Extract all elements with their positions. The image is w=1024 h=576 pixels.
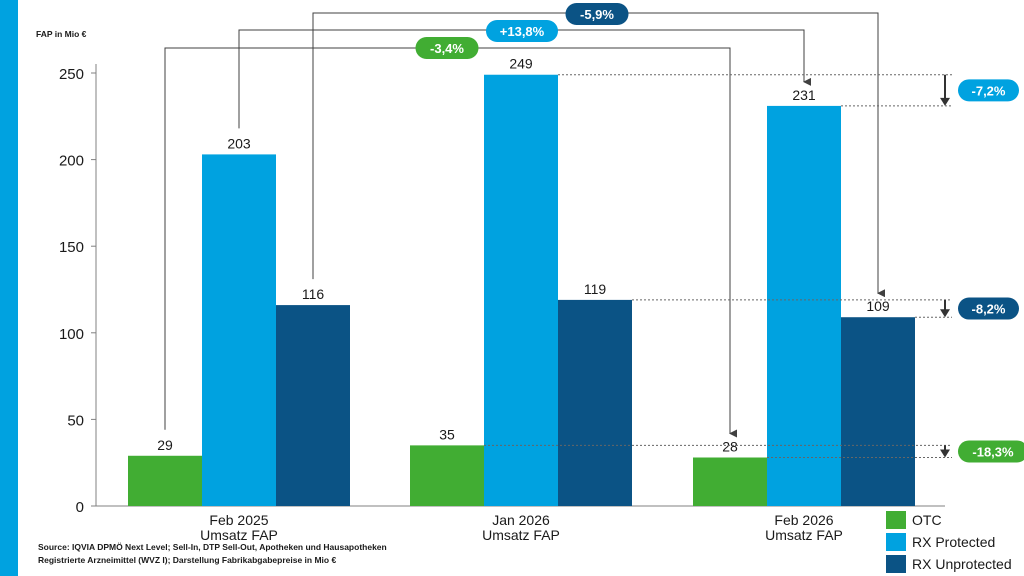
legend-label: OTC: [912, 512, 942, 528]
source-note-line2: Registrierte Arzneimittel (WVZ I); Darst…: [38, 555, 337, 565]
bar-rx-unprotected: [558, 299, 632, 506]
mom-change-badge: [958, 79, 1019, 102]
bar-rx-unprotected: [276, 305, 350, 506]
legend-swatch: [886, 555, 906, 573]
legend-swatch: [886, 533, 906, 551]
mom-arrow-head: [940, 309, 950, 318]
bar-otc: [128, 455, 202, 506]
y-tick-label: 200: [59, 153, 84, 170]
category-label: Jan 2026: [492, 512, 550, 528]
bar-value-label: 35: [439, 426, 455, 442]
bar-value-label: 231: [792, 87, 816, 103]
yoy-change-label: -5,9%: [580, 7, 614, 22]
bar-rx-protected: [767, 105, 841, 507]
legend-label: RX Unprotected: [912, 556, 1012, 572]
category-label: Feb 2026: [774, 512, 833, 528]
bar-value-label: 116: [302, 286, 325, 302]
y-axis-title: FAP in Mio €: [36, 29, 87, 39]
mom-change-label: -7,2%: [972, 83, 1006, 98]
category-label-sub: Umsatz FAP: [765, 527, 843, 543]
source-note-line1: Source: IQVIA DPMÖ Next Level; Sell-In, …: [38, 542, 387, 552]
bar-rx-unprotected: [841, 317, 915, 506]
left-accent-bar: [0, 0, 18, 576]
y-tick-label: 150: [59, 239, 84, 256]
yoy-change-badge: [486, 20, 558, 42]
legend-label: RX Protected: [912, 534, 995, 550]
yoy-change-label: +13,8%: [500, 24, 545, 39]
bar-rx-protected: [202, 154, 276, 507]
yoy-change-label: -3,4%: [430, 41, 464, 56]
bar-value-label: 29: [157, 437, 173, 453]
bar-value-label: 119: [584, 281, 607, 297]
y-tick-label: 100: [59, 326, 84, 343]
y-tick-label: 50: [67, 412, 84, 429]
bar-value-label: 249: [509, 56, 533, 72]
bar-value-label: 28: [722, 439, 738, 455]
category-label: Feb 2025: [209, 512, 268, 528]
legend-swatch: [886, 511, 906, 529]
mom-arrow-head: [940, 449, 950, 458]
category-label-sub: Umsatz FAP: [482, 527, 560, 543]
bar-otc: [693, 457, 767, 506]
mom-arrow-head: [940, 97, 950, 106]
mom-change-label: -18,3%: [972, 444, 1014, 459]
mom-change-badge: [958, 297, 1019, 320]
yoy-change-badge: [565, 3, 629, 25]
y-tick-label: 250: [59, 66, 84, 83]
mom-change-label: -8,2%: [972, 302, 1006, 317]
bar-rx-protected: [484, 74, 558, 507]
y-tick-label: 0: [76, 499, 84, 516]
bar-value-label: 203: [227, 135, 251, 151]
bar-otc: [410, 445, 484, 506]
yoy-change-badge: [415, 37, 479, 59]
bar-value-label: 109: [866, 298, 890, 314]
category-label-sub: Umsatz FAP: [200, 527, 278, 543]
mom-change-badge: [958, 440, 1024, 463]
